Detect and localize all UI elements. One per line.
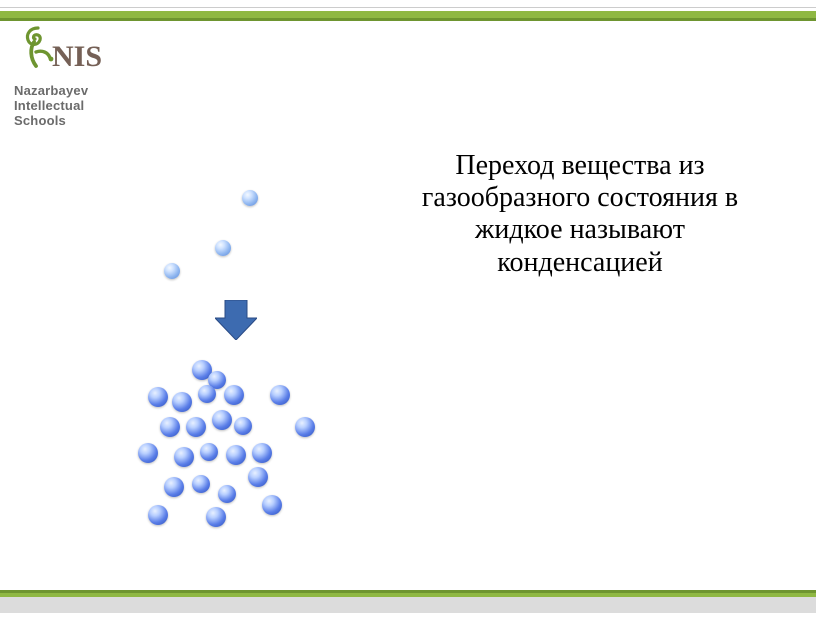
- liquid-particle: [224, 385, 244, 405]
- liquid-particle: [164, 477, 184, 497]
- condensation-diagram: [100, 185, 350, 555]
- liquid-particle: [160, 417, 180, 437]
- liquid-particle: [186, 417, 206, 437]
- liquid-particle: [206, 507, 226, 527]
- bottom-gray-svg: [0, 597, 816, 613]
- main-definition-text: Переход вещества из газообразного состоя…: [410, 150, 750, 279]
- gas-particle: [164, 263, 180, 279]
- bottom-accent-bar: [0, 587, 816, 597]
- top-gray-bar: [0, 0, 816, 8]
- logo-text-block: Nazarbayev Intellectual Schools: [14, 83, 144, 128]
- liquid-particle: [148, 387, 168, 407]
- liquid-particle: [295, 417, 315, 437]
- liquid-particle: [200, 443, 218, 461]
- nis-logo: NIS Nazarbayev Intellectual Schools: [14, 22, 144, 128]
- logo-line1: Nazarbayev: [14, 83, 144, 98]
- liquid-particle: [174, 447, 194, 467]
- liquid-particle: [226, 445, 246, 465]
- bottom-gray-bar: [0, 597, 816, 613]
- top-accent-bar: [0, 8, 816, 18]
- top-accent-svg: [0, 11, 816, 21]
- liquid-particle: [234, 417, 252, 435]
- logo-line2: Intellectual: [14, 98, 144, 113]
- liquid-particle: [248, 467, 268, 487]
- liquid-particle: [218, 485, 236, 503]
- liquid-particle: [172, 392, 192, 412]
- gas-particle: [215, 240, 231, 256]
- logo-line3: Schools: [14, 113, 144, 128]
- logo-mark-icon: NIS: [14, 22, 134, 74]
- logo-nis-text: NIS: [52, 40, 102, 73]
- liquid-particle: [262, 495, 282, 515]
- liquid-particle: [192, 475, 210, 493]
- liquid-particle: [270, 385, 290, 405]
- liquid-particle: [252, 443, 272, 463]
- down-arrow-icon: [215, 300, 257, 340]
- liquid-particle: [148, 505, 168, 525]
- liquid-particle: [138, 443, 158, 463]
- gas-particle: [242, 190, 258, 206]
- liquid-particle: [212, 410, 232, 430]
- liquid-particle: [198, 385, 216, 403]
- top-gray-inner: [0, 0, 816, 8]
